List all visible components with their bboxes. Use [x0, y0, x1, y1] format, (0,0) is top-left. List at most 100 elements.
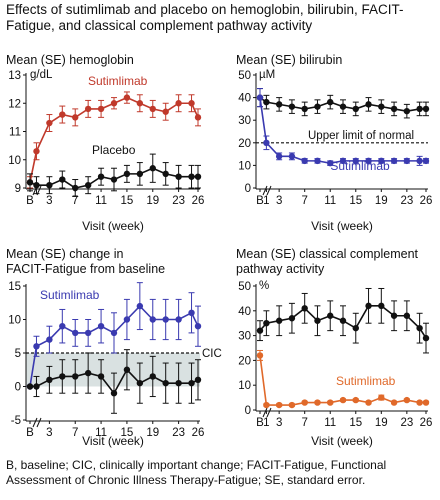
complement-x-tick-label: 15: [349, 417, 362, 429]
bilirubin-data-point: [314, 157, 321, 165]
bilirubin-y-tick-label: 20: [238, 138, 251, 150]
complement-data-point: [422, 399, 430, 406]
complement-data-point: [403, 396, 411, 404]
facit-data-point: [136, 302, 144, 310]
bilirubin-x-tick-label: 23: [400, 195, 413, 207]
hemoglobin-data-point: [194, 173, 202, 180]
bilirubin-data-point: [422, 157, 430, 165]
complement-y-tick-label: 40: [238, 306, 251, 318]
bilirubin-data-point: [378, 103, 385, 110]
bilirubin-data-point: [365, 157, 372, 165]
hemoglobin-data-point: [72, 184, 79, 192]
bilirubin-data-point: [339, 157, 347, 165]
complement-data-point: [256, 352, 264, 359]
complement-title-line: pathway activity: [236, 262, 325, 276]
complement-data-point: [339, 317, 347, 324]
facit-data-point: [175, 379, 182, 387]
bilirubin-title: Mean (SE) bilirubin: [236, 53, 342, 67]
hemoglobin-x-tick-label: 11: [95, 195, 107, 207]
facit-data-point: [46, 336, 53, 343]
bilirubin-data-point: [403, 157, 411, 165]
hemoglobin-x-tick-label: 15: [121, 195, 134, 207]
facit-series-label: Sutimlimab: [40, 288, 100, 302]
complement-data-point: [422, 334, 430, 342]
bilirubin-y-tick-label: 30: [238, 115, 251, 127]
complement-data-point: [314, 399, 321, 406]
hemoglobin-data-point: [162, 170, 169, 178]
facit-title: Mean (SE) change in FACIT-Fatigue from ba…: [6, 247, 165, 276]
hemoglobin-data-point: [136, 100, 144, 107]
hemoglobin-x-tick-label: 3: [46, 195, 52, 207]
bilirubin-x-tick-label: 1: [263, 195, 269, 207]
complement-y-tick-label: 30: [238, 331, 251, 343]
facit-data-point: [46, 376, 53, 383]
complement-data-point: [275, 317, 283, 324]
hemoglobin-x-tick-label: 23: [172, 195, 185, 207]
facit-data-point: [188, 379, 195, 387]
facit-cic-band: [26, 353, 200, 387]
facit-data-point: [123, 366, 131, 373]
complement-title: Mean (SE) classical complement pathway ac…: [236, 247, 419, 276]
facit-data-point: [149, 316, 156, 323]
bilirubin-data-point: [256, 94, 264, 101]
complement-title-line: Mean (SE) classical complement: [236, 247, 419, 261]
complement-y-tick-label: 50: [238, 281, 251, 293]
bilirubin-data-point: [263, 98, 270, 106]
hemoglobin-x-tick-label: 7: [72, 195, 78, 207]
complement-data-point: [275, 401, 283, 409]
complement-x-tick-label: 19: [375, 417, 388, 429]
complement-x-tick-label: 3: [276, 417, 282, 429]
bilirubin-data-point: [416, 105, 423, 113]
complement-axis-break: [262, 407, 272, 418]
hemoglobin-data-point: [26, 179, 34, 186]
facit-data-point: [194, 376, 202, 383]
complement-data-point: [352, 396, 359, 404]
facit-x-tick-label: 26: [192, 427, 205, 439]
hemoglobin-x-tick-label: 19: [146, 195, 159, 207]
hemoglobin-data-point: [136, 170, 144, 178]
hemoglobin-data-point: [110, 100, 118, 107]
complement-data-point: [378, 302, 385, 310]
hemoglobin-data-point: [110, 176, 118, 183]
hemoglobin-data-point: [33, 148, 40, 155]
bilirubin-data-point: [352, 157, 359, 165]
facit-x-tick-label: 11: [95, 427, 107, 439]
complement-y-tick-label: 20: [238, 355, 251, 367]
hemoglobin-data-point: [84, 105, 92, 113]
hemoglobin-y-tick-label: 13: [8, 70, 21, 82]
bilirubin-x-tick-label: 19: [375, 195, 388, 207]
bilirubin-data-point: [403, 107, 411, 115]
hemoglobin-series-label: Placebo: [92, 143, 136, 157]
facit-y-tick-label: 15: [8, 281, 21, 293]
complement-x-label: Visit (week): [311, 434, 373, 448]
bilirubin-data-point: [288, 153, 296, 160]
bilirubin-data-point: [327, 98, 334, 106]
bilirubin-x-tick-label: 3: [276, 195, 282, 207]
complement-data-point: [327, 312, 334, 319]
facit-data-point: [175, 316, 182, 323]
hemoglobin-data-point: [97, 105, 105, 113]
hemoglobin-y-tick-label: 11: [9, 127, 21, 139]
hemoglobin-x-tick-label: 26: [192, 195, 205, 207]
bilirubin-series-label: Sutimlimab: [330, 159, 390, 173]
facit-data-point: [110, 390, 118, 397]
bilirubin-reference-label: Upper limit of normal: [308, 130, 414, 142]
hemoglobin-data-point: [123, 170, 131, 178]
facit-x-tick-label: B: [26, 427, 34, 439]
hemoglobin-data-point: [175, 173, 182, 180]
facit-data-point: [84, 329, 92, 337]
hemoglobin-data-point: [194, 114, 202, 121]
facit-title-line: FACIT-Fatigue from baseline: [6, 262, 165, 276]
hemoglobin-series-label: Sutimlimab: [88, 74, 148, 88]
bilirubin-x-label: Visit (week): [311, 219, 373, 233]
facit-data-point: [97, 323, 105, 330]
bilirubin-x-tick-label: 7: [301, 195, 307, 207]
facit-data-point: [33, 383, 40, 390]
facit-data-point: [59, 373, 66, 380]
bilirubin-data-point: [365, 101, 372, 108]
bilirubin-x-tick-label: 11: [324, 195, 336, 207]
hemoglobin-data-point: [175, 100, 182, 107]
bilirubin-data-point: [339, 103, 347, 110]
hemoglobin-x-label: Visit (week): [82, 219, 144, 233]
bilirubin-unit: µM: [259, 69, 275, 81]
